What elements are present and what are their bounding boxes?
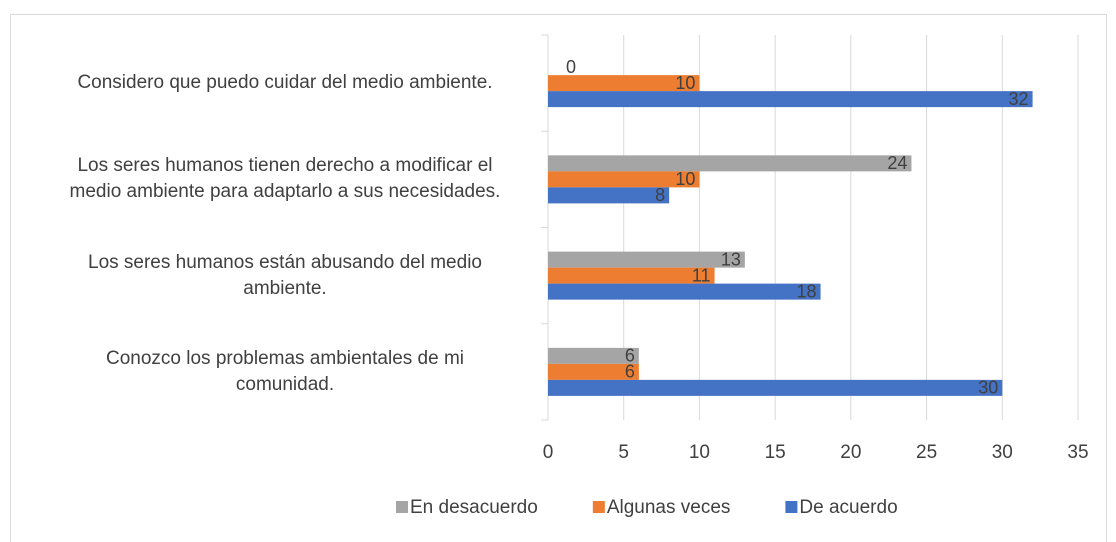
data-label: 18 [797,281,817,301]
bar [548,75,700,92]
bar [548,283,821,300]
chart-border [10,14,1107,542]
bar [548,379,1003,396]
legend-swatch [785,501,798,513]
data-label: 10 [675,73,695,93]
legend-label: Algunas veces [607,497,731,518]
data-label: 6 [625,346,635,366]
x-tick-label: 25 [916,442,937,463]
bar [548,187,670,204]
y-tick-label: Los seres humanos están abusando del med… [88,251,482,299]
bar [548,155,912,172]
legend-swatch [396,501,408,513]
legend-label: De acuerdo [799,497,897,518]
data-label: 10 [675,169,695,189]
x-tick-label: 35 [1067,442,1088,463]
data-label: 11 [692,265,711,285]
y-tick-label: Considero que puedo cuidar del medio amb… [77,72,493,94]
x-tick-label: 20 [840,442,861,463]
bar [548,91,1033,108]
data-label: 24 [887,153,907,173]
x-tick-label: 10 [689,442,710,463]
data-label: 13 [721,249,741,269]
bar [548,347,639,364]
y-tick-label: Conozco los problemas ambientales de mi … [105,347,464,395]
legend-swatch [592,501,605,513]
x-tick-label: 0 [543,442,554,463]
data-label: 30 [978,378,998,398]
x-tick-label: 5 [618,442,629,463]
data-label: 0 [566,57,576,77]
y-tick-label: Los seres humanos tienen derecho a modif… [69,155,501,203]
legend-label: En desacuerdo [410,497,538,518]
data-label: 32 [1009,89,1029,109]
x-tick-label: 15 [765,442,786,463]
bar [548,267,715,284]
bar [548,251,745,268]
data-label: 6 [625,362,635,382]
bar [548,363,639,380]
data-label: 8 [655,185,665,205]
bar [548,171,700,188]
x-tick-label: 30 [992,442,1013,463]
